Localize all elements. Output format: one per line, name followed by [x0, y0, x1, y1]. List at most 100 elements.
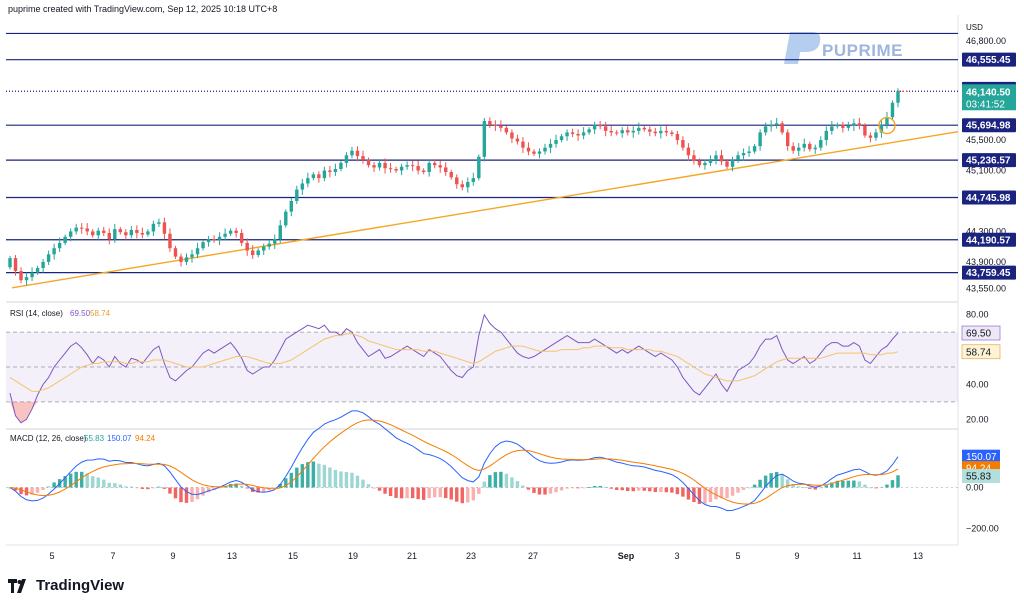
candle-body	[416, 165, 420, 171]
candle-body	[317, 174, 321, 179]
candle-body	[124, 232, 128, 236]
candle-body	[383, 162, 387, 169]
macd-histogram-bar	[300, 464, 305, 488]
macd-hist-value: 55.83	[84, 434, 105, 443]
macd-histogram-bar	[675, 487, 680, 495]
candle-body	[63, 236, 67, 243]
candle-body	[405, 165, 409, 167]
candle-body	[592, 124, 597, 130]
candle-body	[91, 231, 95, 236]
rsi-ma-tag-bg	[961, 344, 1001, 360]
candle-body	[162, 222, 167, 234]
macd-tick-label: −200.00	[966, 524, 999, 534]
chart-header: puprime created with TradingView.com, Se…	[8, 4, 278, 14]
candle-body	[184, 257, 189, 262]
candle-body	[532, 151, 536, 154]
macd-histogram-bar	[471, 487, 476, 501]
macd-histogram-bar	[664, 487, 669, 493]
macd-histogram-bar	[179, 487, 183, 503]
candle-body	[455, 177, 459, 185]
candle-body	[708, 159, 713, 163]
puprime-watermark: PUPRIME	[784, 32, 903, 64]
macd-histogram-bar	[659, 487, 663, 492]
macd-histogram-bar	[504, 473, 509, 488]
macd-histogram-bar	[195, 487, 200, 500]
candle-body	[278, 225, 282, 240]
macd-histogram-bar	[328, 467, 332, 488]
candle-body	[217, 236, 222, 240]
candle-body	[791, 146, 795, 151]
candle-body	[79, 227, 84, 229]
macd-histogram-bar	[52, 482, 56, 488]
macd-histogram-bar	[427, 487, 431, 499]
macd-histogram-bar	[129, 486, 134, 488]
candle-body	[438, 165, 442, 168]
level-price-tag-bg	[962, 52, 1016, 67]
hist-tag-bg	[962, 469, 1000, 484]
macd-histogram-bar	[741, 487, 746, 490]
candle-body	[460, 184, 464, 188]
macd-histogram-bar	[333, 469, 338, 488]
macd-histogram-bar	[322, 464, 327, 488]
candle-body	[19, 271, 23, 281]
macd-histogram-bar	[631, 487, 635, 492]
macd-histogram-bar	[758, 479, 762, 488]
macd-histogram-bar	[74, 471, 78, 488]
macd-histogram-bar	[493, 472, 498, 488]
macd-histogram-bar	[532, 487, 536, 493]
macd-histogram-bar	[802, 487, 806, 488]
macd-histogram-bar	[576, 487, 580, 489]
candle-body	[626, 130, 630, 133]
candle-body	[813, 147, 817, 150]
candle-body	[581, 132, 586, 136]
macd-histogram-bar	[543, 487, 547, 495]
macd-histogram-bar	[703, 487, 707, 504]
macd-histogram-bar	[708, 487, 713, 502]
candle-body	[653, 131, 658, 134]
time-tick-label: 5	[735, 551, 740, 561]
macd-histogram-bar	[813, 487, 817, 490]
macd-histogram-bar	[460, 487, 464, 504]
macd-histogram-bar	[819, 487, 823, 489]
candle-body	[819, 140, 823, 148]
candle-body	[802, 143, 806, 148]
macd-histogram-bar	[41, 487, 45, 490]
macd-histogram-bar	[477, 487, 481, 494]
candle-body	[857, 123, 862, 126]
candle-body	[648, 129, 652, 132]
candle-body	[107, 232, 111, 240]
macd-histogram-bar	[140, 487, 145, 489]
candle-body	[797, 147, 801, 151]
candle-body	[741, 153, 746, 156]
candle-body	[212, 239, 216, 241]
candle-body	[504, 127, 509, 133]
macd-histogram-bar	[681, 487, 685, 497]
macd-histogram-bar	[416, 487, 420, 500]
macd-histogram-bar	[603, 487, 608, 489]
level-price-tag-bg	[962, 118, 1016, 133]
rsi-tag: 69.50	[966, 329, 991, 340]
macd-histogram-bar	[515, 481, 520, 488]
level-price-tag-bg	[962, 232, 1016, 247]
candle-body	[477, 156, 481, 179]
macd-histogram-bar	[747, 487, 751, 489]
candle-body	[41, 261, 45, 269]
candle-body	[559, 136, 564, 141]
macd-histogram-bar	[791, 483, 795, 488]
macd-histogram-bar	[162, 487, 167, 489]
candle-body	[587, 129, 591, 133]
macd-histogram-bar	[614, 487, 619, 490]
candle-body	[432, 162, 437, 166]
candle-body	[631, 130, 635, 133]
candle-body	[846, 125, 851, 128]
macd-histogram-bar	[548, 487, 553, 494]
signal-value: 94.24	[135, 434, 156, 443]
macd-histogram-bar	[857, 481, 862, 488]
macd-histogram-bar	[278, 483, 282, 488]
highlight-circle	[878, 116, 896, 135]
puprime-watermark-text: PUPRIME	[822, 41, 903, 60]
macd-histogram-bar	[824, 485, 829, 488]
candle-body	[284, 211, 288, 226]
tradingview-footer: TradingView	[8, 577, 124, 594]
